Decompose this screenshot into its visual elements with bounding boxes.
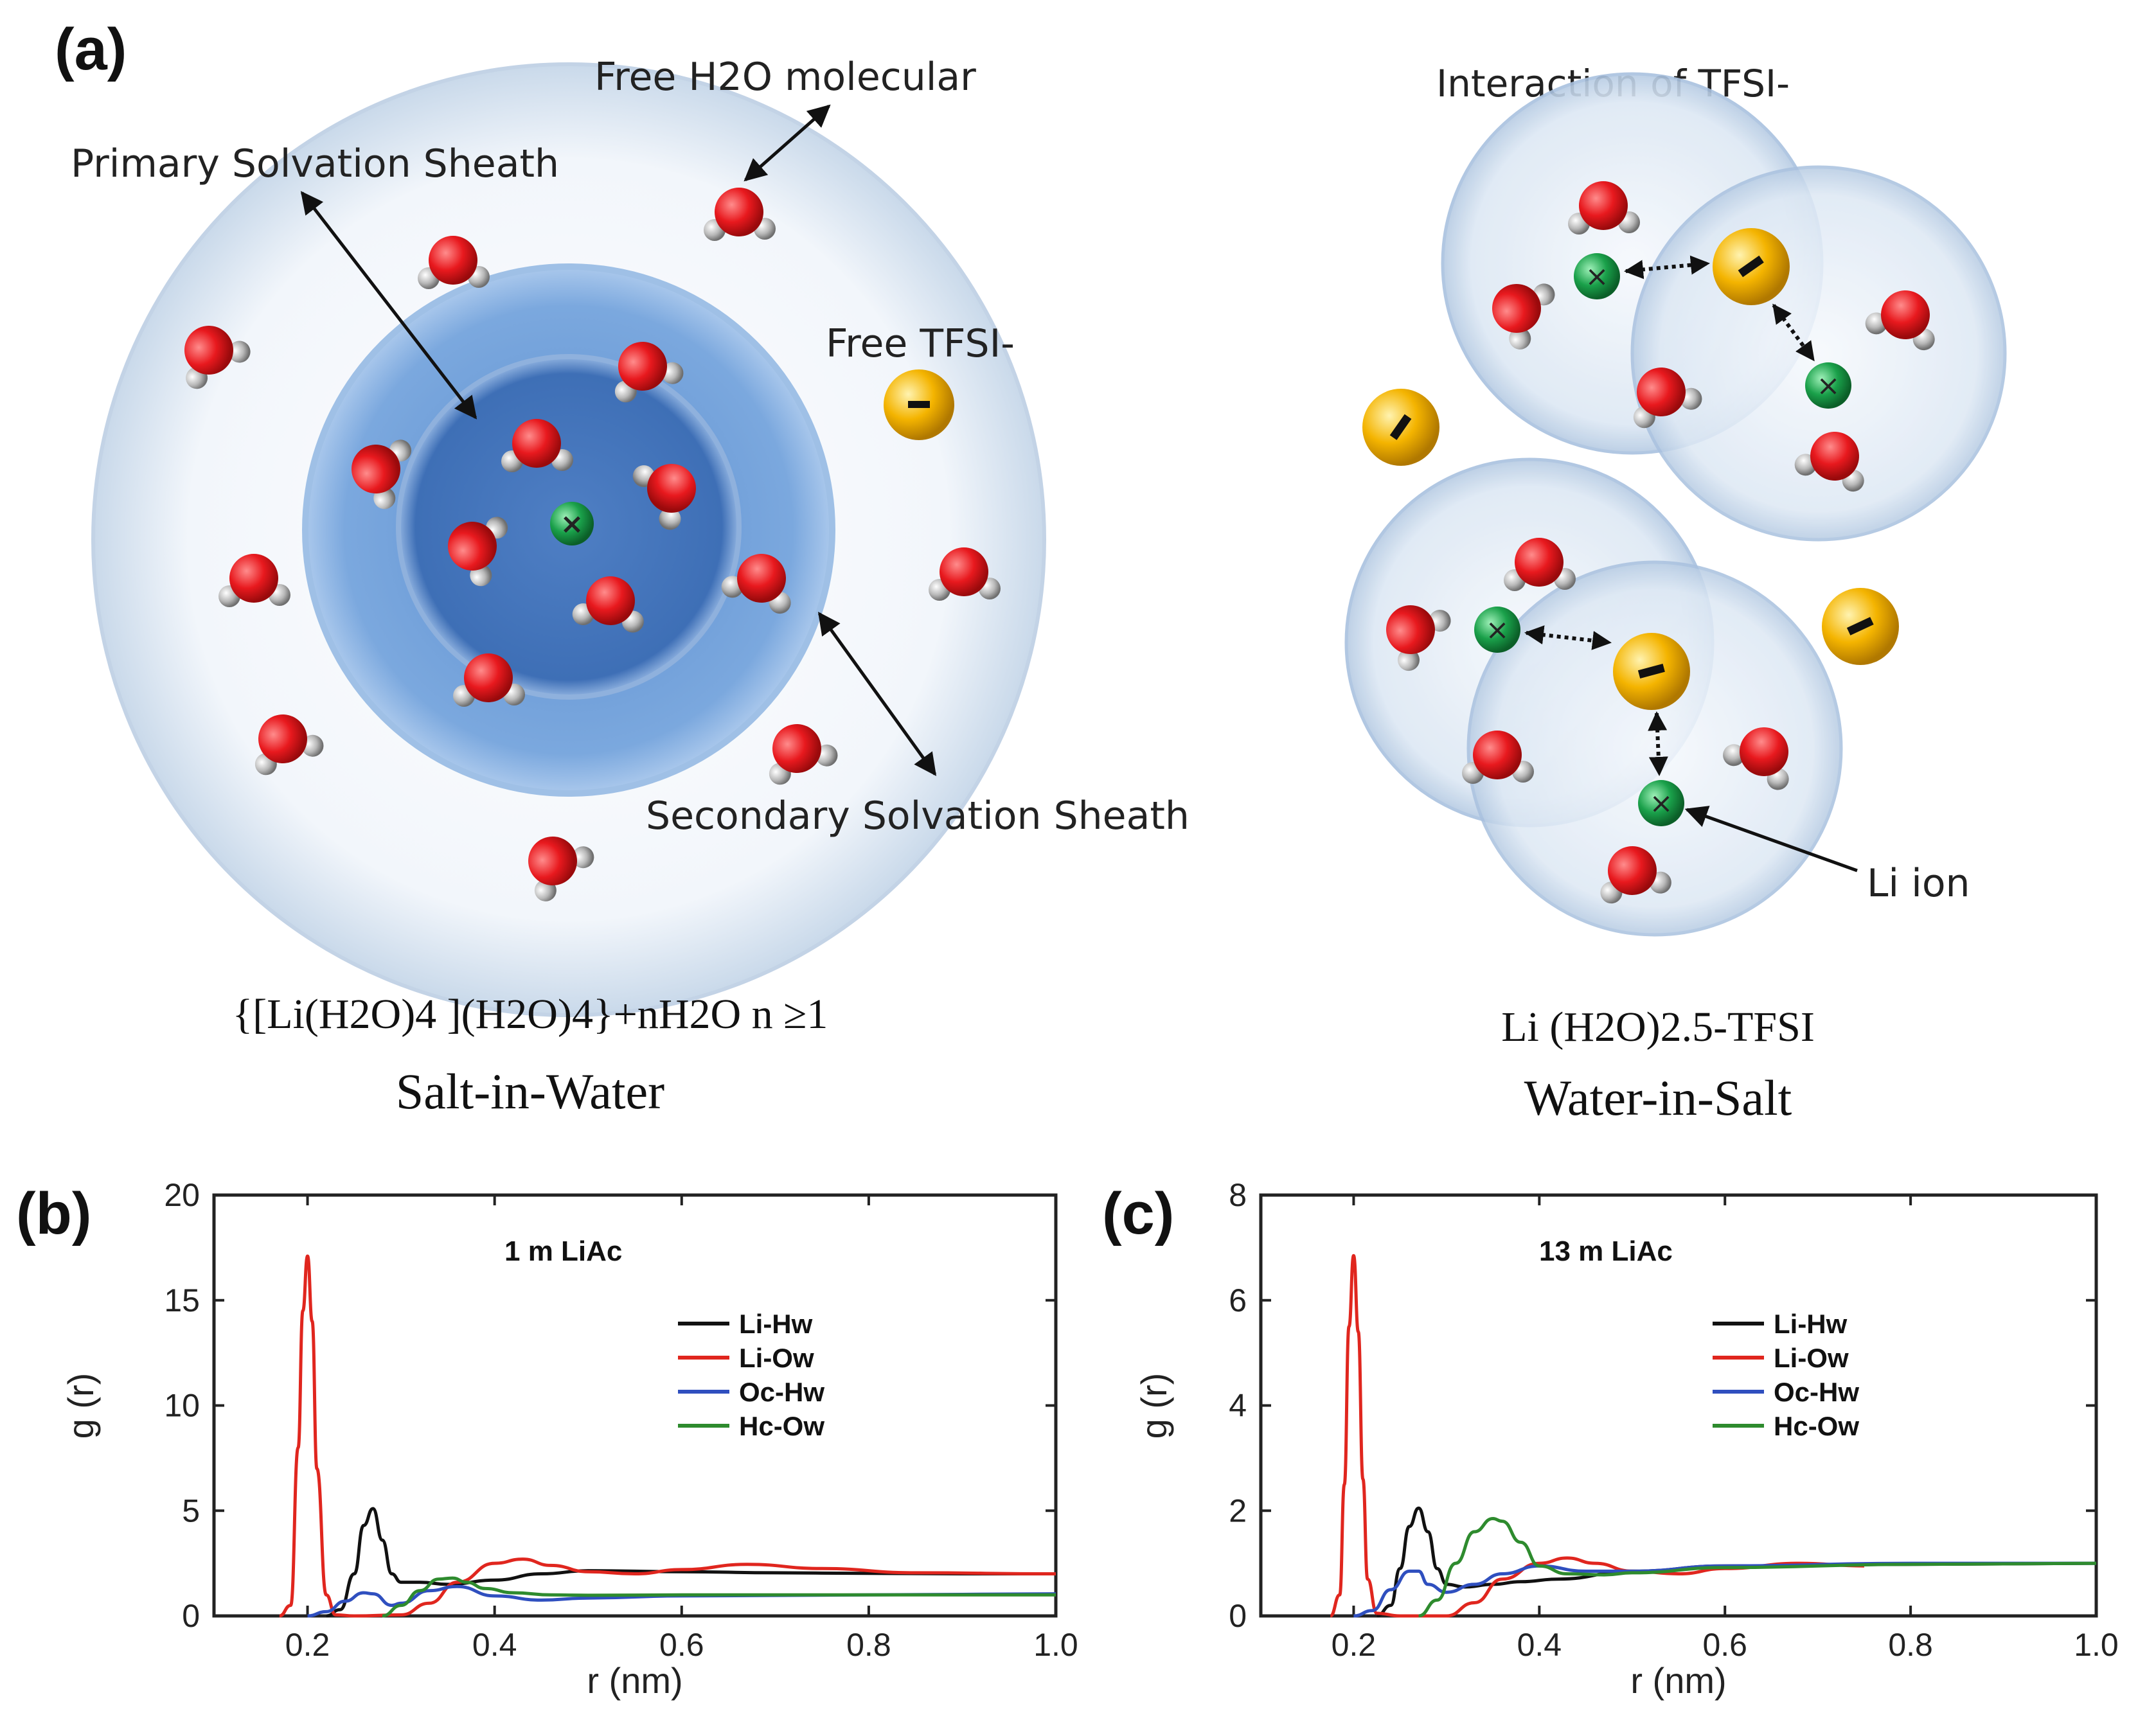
panel-c-label: (c) — [1102, 1181, 1174, 1246]
solvation-bubble — [1630, 165, 2007, 542]
x-tick-label: 0.8 — [1888, 1627, 1933, 1663]
li-ion-label: Li ion — [1867, 861, 1970, 906]
series-layer — [279, 1254, 1056, 1618]
y-tick-label: 8 — [1229, 1177, 1247, 1213]
free-h2o-arrow — [744, 104, 831, 182]
y-axis-title: g (r) — [60, 1373, 101, 1439]
salt-in-water-formula: {[Li(H2O)4 ](H2O)4}+nH2O n ≥1 — [233, 991, 828, 1038]
svg-text:×: × — [1817, 369, 1840, 402]
x-tick-label: 0.6 — [1702, 1627, 1747, 1663]
wis-li-ions: × × × × — [1474, 253, 1851, 826]
water-in-salt-caption: Water-in-Salt — [1524, 1070, 1792, 1126]
secondary-sheath-arrow — [817, 612, 937, 776]
free-h2o-label: Free H2O molecular — [594, 55, 976, 100]
x-tick-label: 0.8 — [846, 1627, 891, 1663]
li-ion-arrow — [1684, 806, 1858, 873]
y-tick-label: 6 — [1229, 1282, 1247, 1318]
water-in-salt-formula: Li (H2O)2.5-TFSI — [1501, 1004, 1815, 1051]
legend-label: Li-Ow — [739, 1343, 814, 1373]
legend-label: Li-Hw — [739, 1309, 813, 1339]
panel-b-label: (b) — [16, 1181, 91, 1246]
x-axis-title: r (nm) — [1630, 1660, 1726, 1701]
y-tick-label: 2 — [1229, 1493, 1247, 1529]
x-tick-label: 0.6 — [659, 1627, 704, 1663]
plot-frame — [212, 1193, 1058, 1618]
primary-sheath-arrow — [300, 191, 477, 420]
series-line-hc-ow — [382, 1576, 1056, 1618]
legend-label: Hc-Ow — [739, 1411, 824, 1441]
legend-label: Li-Hw — [1774, 1309, 1848, 1339]
legend-label: Oc-Hw — [739, 1377, 824, 1407]
panel-a-label: (a) — [55, 17, 127, 82]
y-tick-label: 4 — [1229, 1388, 1247, 1424]
x-tick-label: 0.4 — [1517, 1627, 1562, 1663]
series-line-li-ow — [1330, 1254, 1864, 1618]
chart-panel-c: (c) 0.2 0.4 0.6 0.8 1.0 0 2 4 6 8 13 m LiAc r (nm… — [1102, 1177, 2119, 1701]
svg-text:×: × — [560, 508, 584, 540]
series-line-li-ow — [279, 1254, 1056, 1618]
chart-panel-b: (b) 0.2 0.4 0.6 0.8 1.0 0 5 10 15 20 1 m LiAc r (… — [16, 1177, 1078, 1701]
x-tick-label: 0.2 — [285, 1627, 330, 1663]
y-tick-label: 20 — [164, 1177, 200, 1213]
wis-tfsi-anions — [1362, 228, 1899, 710]
svg-text:×: × — [1585, 260, 1609, 293]
svg-text:×: × — [1650, 787, 1673, 820]
legend-label: Hc-Ow — [1774, 1411, 1859, 1441]
plot-frame — [1259, 1193, 2098, 1618]
y-tick-label: 0 — [1229, 1598, 1247, 1634]
x-axis-title: r (nm) — [587, 1660, 682, 1701]
legend: Li-Hw Li-Ow Oc-Hw Hc-Ow — [678, 1309, 824, 1441]
x-tick-label: 0.4 — [472, 1627, 517, 1663]
series-line-li-hw — [326, 1507, 1056, 1618]
salt-in-water-caption: Salt-in-Water — [396, 1063, 664, 1119]
secondary-sheath-label: Secondary Solvation Sheath — [646, 793, 1189, 838]
y-tick-label: 15 — [164, 1282, 200, 1318]
series-line-hc-ow — [1418, 1517, 2097, 1618]
y-tick-label: 0 — [182, 1598, 200, 1634]
panel-a: (a) — [55, 17, 2007, 1126]
free-tfsi-label: Free TFSI- — [826, 321, 1015, 366]
x-tick-label: 1.0 — [2074, 1627, 2119, 1663]
primary-sheath-label: Primary Solvation Sheath — [71, 141, 559, 186]
li-ion-center: × — [550, 502, 594, 545]
water-in-salt-illustration: Interaction of TFSI- — [1344, 62, 2007, 1126]
y-tick-label: 10 — [164, 1388, 200, 1424]
x-tick-label: 1.0 — [1033, 1627, 1078, 1663]
ion-interaction-arrows — [1524, 255, 1815, 776]
svg-text:×: × — [1486, 614, 1510, 646]
chart-title: 13 m LiAc — [1539, 1236, 1673, 1267]
series-layer — [1330, 1254, 2097, 1618]
y-tick-label: 5 — [182, 1493, 200, 1529]
x-tick-label: 0.2 — [1332, 1627, 1376, 1663]
legend-label: Oc-Hw — [1774, 1377, 1859, 1407]
salt-in-water-illustration: × Free H2O molecular Primary Solvation S… — [71, 55, 1189, 1119]
y-axis-title: g (r) — [1134, 1373, 1174, 1439]
legend: Li-Hw Li-Ow Oc-Hw Hc-Ow — [1713, 1309, 1859, 1441]
legend-label: Li-Ow — [1774, 1343, 1849, 1373]
axis-ticks: 0.2 0.4 0.6 0.8 1.0 0 5 10 15 20 — [164, 1177, 1078, 1663]
chart-title: 1 m LiAc — [504, 1236, 622, 1267]
free-tfsi-anion — [884, 369, 954, 440]
axis-ticks: 0.2 0.4 0.6 0.8 1.0 0 2 4 6 8 — [1229, 1177, 2119, 1663]
